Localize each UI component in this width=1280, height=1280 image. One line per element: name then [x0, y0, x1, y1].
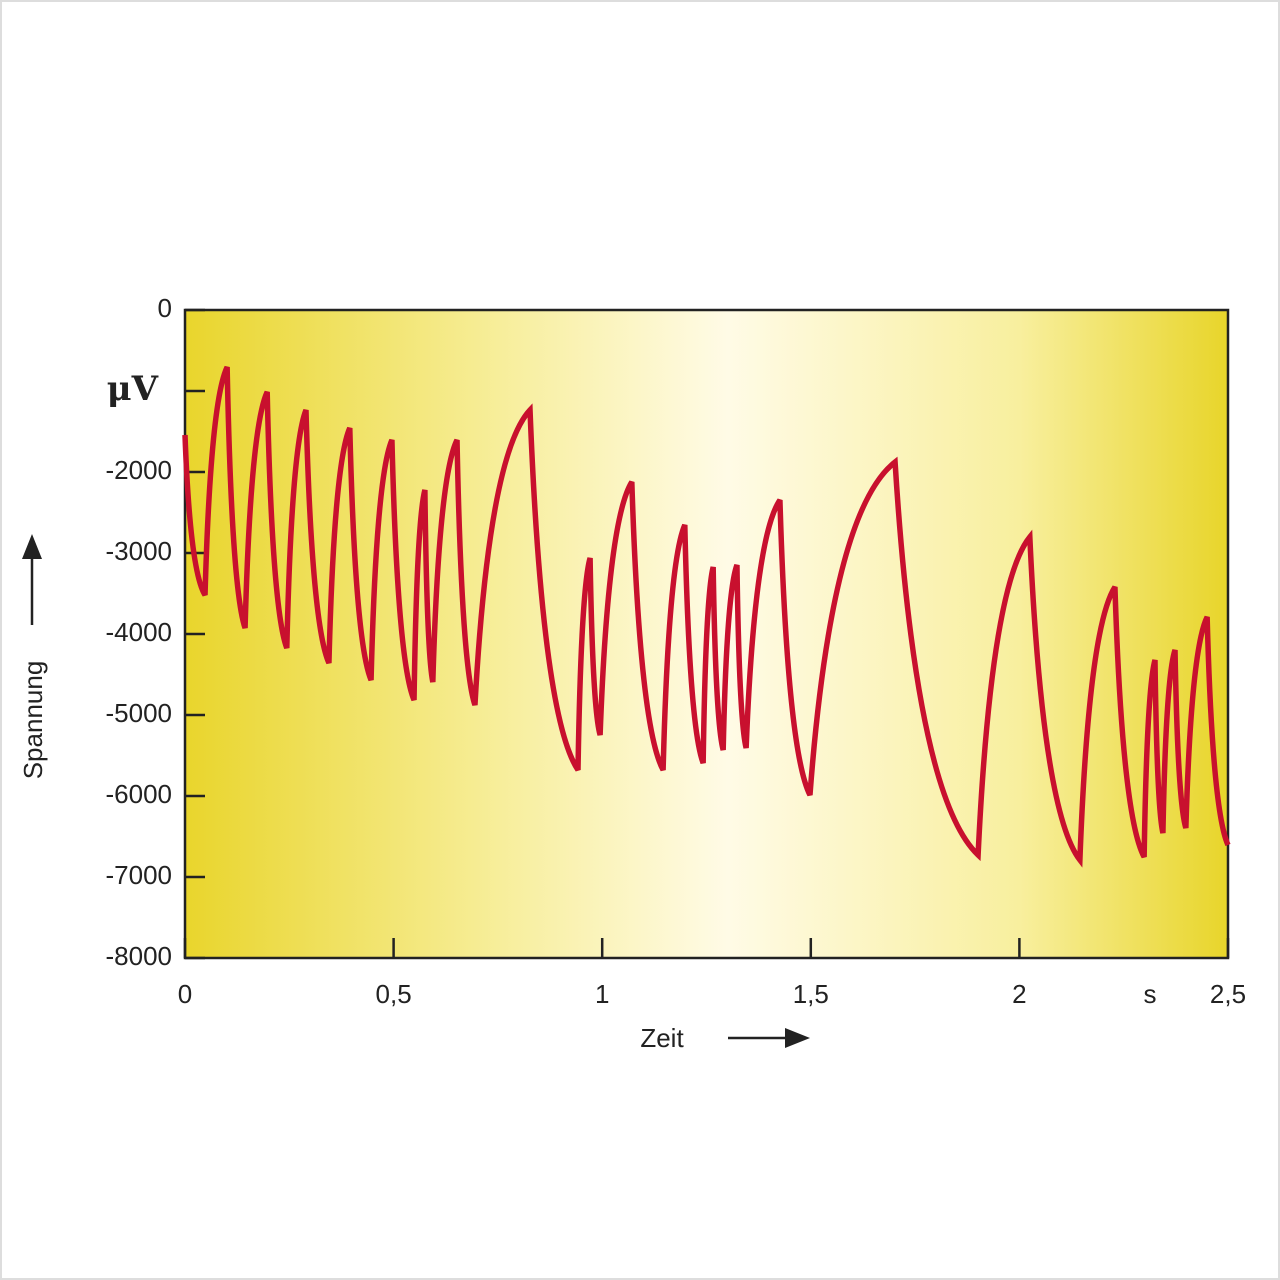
y-tick-label: -8000: [106, 941, 173, 971]
y-axis-label: Spannung: [18, 661, 48, 780]
y-arrow: [22, 534, 42, 625]
x-tick-label: 2: [1012, 979, 1026, 1009]
x-tick-label: 2,5: [1210, 979, 1246, 1009]
y-tick-label: -6000: [106, 779, 173, 809]
x-tick-label: 0,5: [376, 979, 412, 1009]
x-axis-label: Zeit: [640, 1023, 684, 1053]
line: [182, 365, 1231, 868]
y-tick-label: -2000: [106, 455, 173, 485]
x-tick-label: 0: [178, 979, 192, 1009]
y-tick-label: -7000: [106, 860, 173, 890]
x-tick-label: 1: [595, 979, 609, 1009]
y-tick-label: 0: [158, 293, 172, 323]
x-tick-label: 1,5: [793, 979, 829, 1009]
y-unit-label: μV: [107, 369, 159, 409]
y-tick-label: -3000: [106, 536, 173, 566]
y-tick-label: -4000: [106, 617, 173, 647]
x-arrow: [728, 1028, 810, 1048]
x-unit: s: [1144, 979, 1157, 1009]
y-tick-label: -5000: [106, 698, 173, 728]
